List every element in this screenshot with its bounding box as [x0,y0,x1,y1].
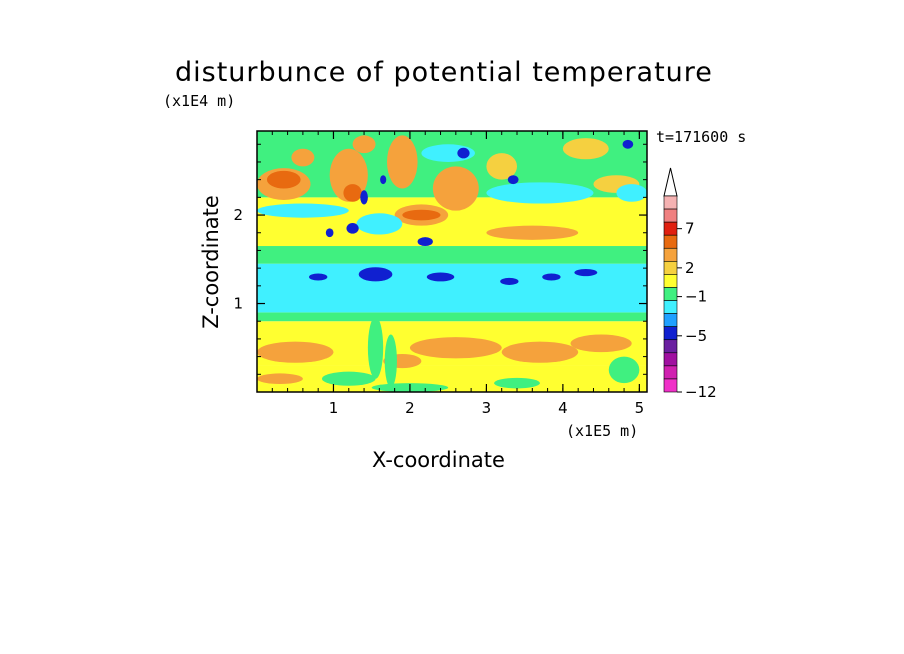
field-band [257,246,647,264]
colorbar-swatch [663,378,678,393]
contour-patch [266,170,301,189]
time-label: t=171600 s [656,128,747,146]
contour-patch [494,377,540,389]
contour-patch [432,166,479,211]
colorbar-swatch [663,287,678,301]
contour-patch [322,371,376,386]
x-tick-label: 5 [635,399,645,417]
colorbar-swatch [663,365,678,380]
colorbar-label: −5 [685,327,707,345]
chart-title: disturbunce of potential temperature [175,57,713,88]
contour-patch [325,228,334,238]
y-tick-label: 2 [233,206,243,224]
contour-patch [486,225,579,240]
colorbar-swatch [663,313,678,327]
field-band [257,365,647,392]
contour-patch [358,267,393,282]
contour-patch [542,273,561,281]
field-band [257,312,647,322]
contour-patch [570,334,632,353]
contour-patch [309,273,328,281]
colorbar-swatch [663,274,678,288]
y-tick-label: 1 [233,295,243,313]
contour-patch [457,147,470,159]
contour-patch [387,135,418,189]
contour-patch [356,213,403,235]
contour-patch [346,223,359,234]
x-axis-unit: (x1E5 m) [566,422,639,440]
contour-patch [402,209,441,221]
contour-patch [608,356,640,384]
contour-patch [360,190,368,205]
colorbar-extend-arrow [663,167,678,197]
contour-patch [501,341,579,363]
colorbar-label: −12 [685,383,717,401]
contour-patch [291,148,315,167]
contour-patch [380,175,387,185]
colorbar-swatch [663,221,678,236]
colorbar-swatch [663,339,678,354]
colorbar-swatch [663,352,678,367]
contour-patch [343,184,362,202]
colorbar-label: 7 [685,220,695,238]
contour-patch [507,175,519,185]
contour-patch [257,341,334,363]
z-axis-unit: (x1E4 m) [163,92,236,110]
colorbar-label: −1 [685,288,707,306]
contour-patch [367,316,384,379]
plot-frame [256,130,648,393]
contour-patch [500,277,519,285]
x-tick-label: 2 [405,399,415,417]
contour-patch [426,272,455,282]
contour-patch [352,135,376,154]
contour-patch [486,182,594,204]
colorbar-swatch [663,300,678,314]
contour-patch [622,139,634,149]
x-tick-label: 1 [329,399,339,417]
x-tick-label: 3 [482,399,492,417]
colorbar-swatch [663,208,678,223]
colorbar-swatch [663,326,678,341]
colorbar-swatch [663,247,678,262]
contour-patch [417,237,433,247]
colorbar-swatch [663,195,678,210]
contour-patch [409,337,502,359]
x-tick-label: 4 [558,399,568,417]
contour-patch [384,334,397,388]
colorbar-swatch [663,234,678,249]
contour-field [257,131,647,392]
colorbar-swatch [663,261,678,275]
x-axis-title: X-coordinate [372,448,505,472]
contour-patch [616,184,647,202]
contour-patch [574,269,598,277]
colorbar: 7 2 −1 −5 −12 [663,167,717,401]
contour-patch [257,373,303,385]
contour-patch [257,203,349,218]
contour-patch [486,153,517,180]
contour-patch [562,138,609,160]
axes: 1 2 3 4 5 1 2 [233,131,647,417]
colorbar-label: 2 [685,259,695,277]
